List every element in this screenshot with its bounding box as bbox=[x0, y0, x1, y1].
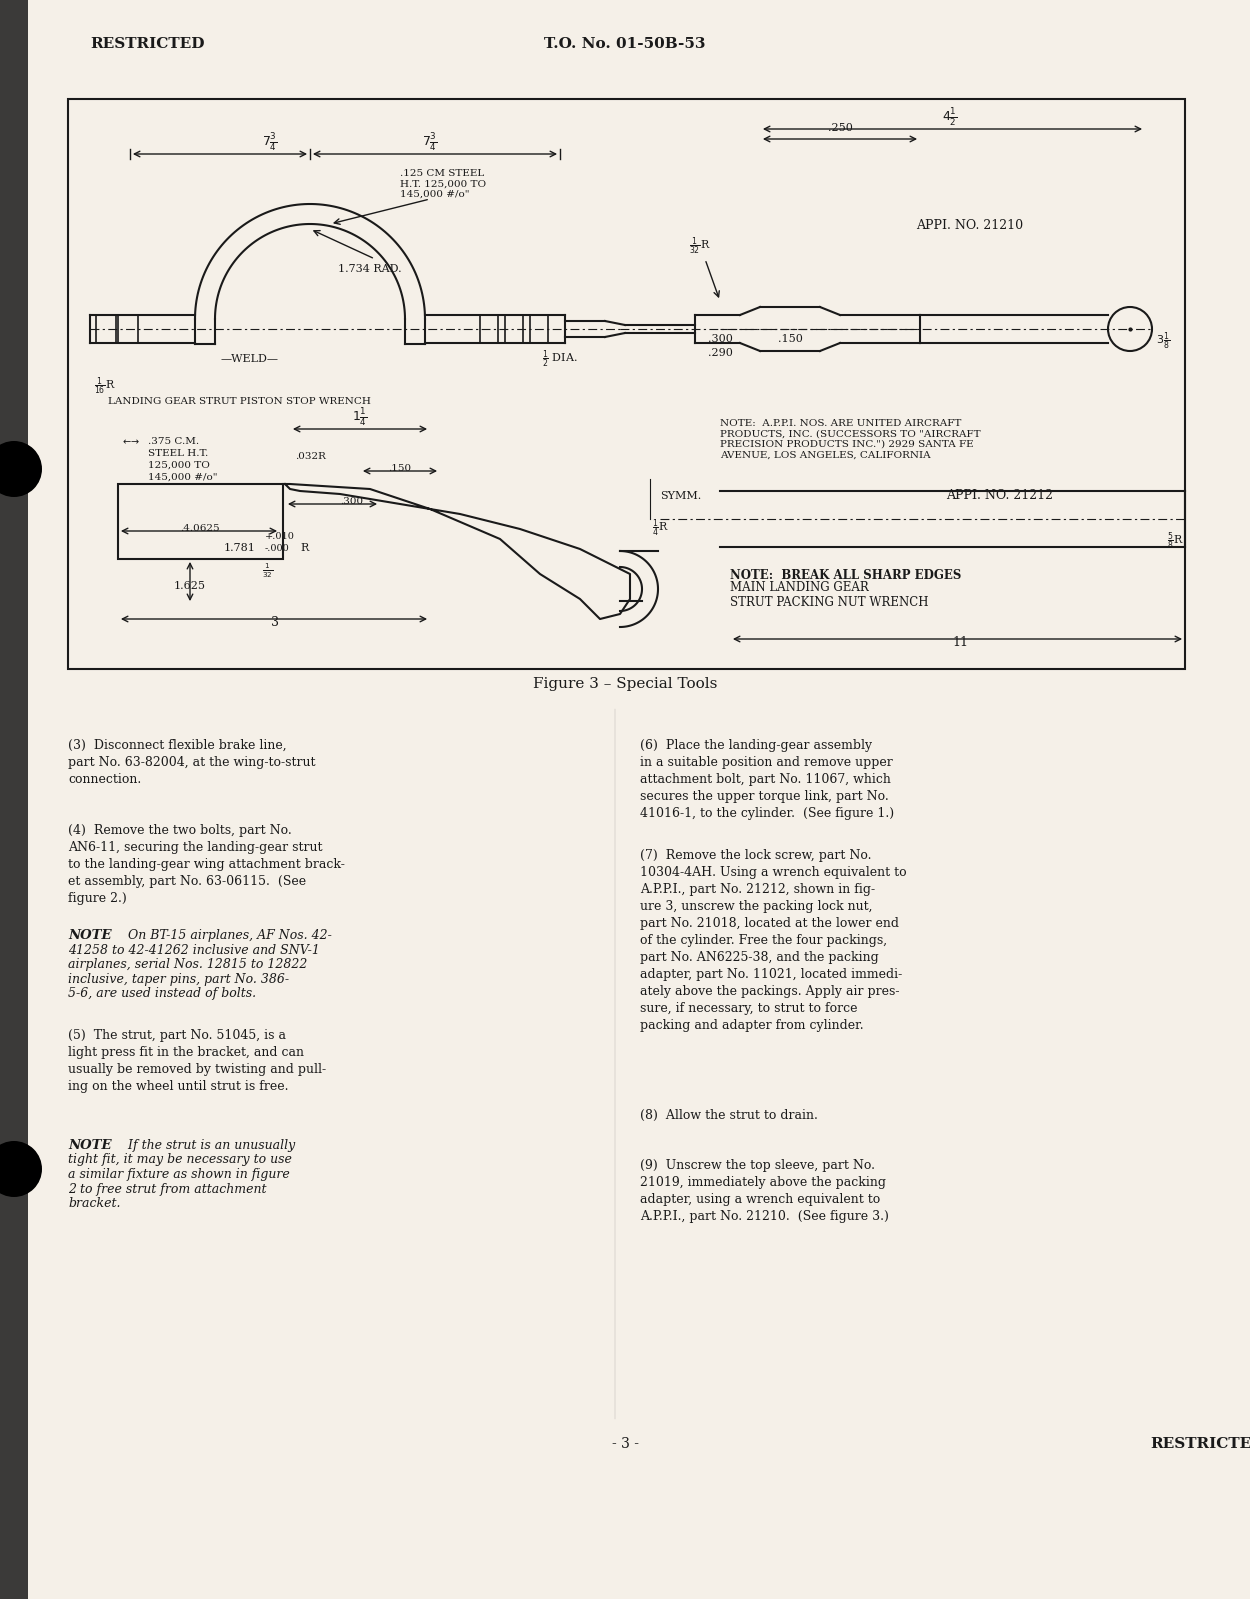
Text: NOTE: NOTE bbox=[68, 1138, 111, 1151]
Bar bbox=[530, 315, 548, 344]
Text: - 3 -: - 3 - bbox=[611, 1438, 639, 1450]
Text: .300: .300 bbox=[340, 497, 364, 505]
Circle shape bbox=[0, 1142, 42, 1198]
Text: APPI. NO. 21210: APPI. NO. 21210 bbox=[916, 219, 1024, 232]
Text: $\leftarrow\!\!\!\rightarrow$: $\leftarrow\!\!\!\rightarrow$ bbox=[120, 437, 140, 446]
Bar bbox=[118, 484, 282, 560]
Text: (7)  Remove the lock screw, part No.
10304-4AH. Using a wrench equivalent to
A.P: (7) Remove the lock screw, part No. 1030… bbox=[640, 849, 906, 1031]
Text: MAIN LANDING GEAR
STRUT PACKING NUT WRENCH: MAIN LANDING GEAR STRUT PACKING NUT WREN… bbox=[730, 580, 929, 609]
Text: T.O. No. 01-50B-53: T.O. No. 01-50B-53 bbox=[544, 37, 706, 51]
Text: .375 C.M.: .375 C.M. bbox=[148, 437, 199, 446]
Text: bracket.: bracket. bbox=[68, 1198, 120, 1210]
Text: 41258 to 42-41262 inclusive and SNV-1: 41258 to 42-41262 inclusive and SNV-1 bbox=[68, 943, 320, 956]
Text: (9)  Unscrew the top sleeve, part No.
21019, immediately above the packing
adapt: (9) Unscrew the top sleeve, part No. 210… bbox=[640, 1159, 889, 1223]
Text: On BT-15 airplanes, AF Nos. 42-: On BT-15 airplanes, AF Nos. 42- bbox=[116, 929, 332, 942]
Text: airplanes, serial Nos. 12815 to 12822: airplanes, serial Nos. 12815 to 12822 bbox=[68, 958, 308, 971]
Text: $\frac{1}{16}$R: $\frac{1}{16}$R bbox=[94, 376, 116, 397]
Text: 3: 3 bbox=[271, 616, 279, 628]
Text: -.000: -.000 bbox=[265, 544, 290, 553]
Bar bbox=[96, 315, 116, 344]
Text: (8)  Allow the strut to drain.: (8) Allow the strut to drain. bbox=[640, 1110, 818, 1122]
Text: LANDING GEAR STRUT PISTON STOP WRENCH: LANDING GEAR STRUT PISTON STOP WRENCH bbox=[107, 398, 371, 406]
Text: RESTRICTED: RESTRICTED bbox=[1150, 1438, 1250, 1450]
Text: $1\frac{1}{4}$: $1\frac{1}{4}$ bbox=[352, 406, 367, 429]
Text: If the strut is an unusually: If the strut is an unusually bbox=[116, 1138, 295, 1151]
Text: $\frac{1}{32}$R: $\frac{1}{32}$R bbox=[689, 235, 711, 256]
Text: .250: .250 bbox=[828, 123, 852, 133]
Text: .150: .150 bbox=[389, 464, 411, 473]
Text: (5)  The strut, part No. 51045, is a
light press fit in the bracket, and can
usu: (5) The strut, part No. 51045, is a ligh… bbox=[68, 1030, 326, 1094]
Text: $7\frac{3}{4}$: $7\frac{3}{4}$ bbox=[262, 131, 278, 154]
Text: (4)  Remove the two bolts, part No.
AN6-11, securing the landing-gear strut
to t: (4) Remove the two bolts, part No. AN6-1… bbox=[68, 823, 345, 905]
Text: $\frac{1}{32}$: $\frac{1}{32}$ bbox=[262, 561, 274, 580]
Text: +.010: +.010 bbox=[265, 532, 295, 540]
Text: inclusive, taper pins, part No. 386-: inclusive, taper pins, part No. 386- bbox=[68, 972, 289, 985]
Text: $\frac{5}{8}$R: $\frac{5}{8}$R bbox=[1166, 531, 1184, 552]
Text: 5-6, are used instead of bolts.: 5-6, are used instead of bolts. bbox=[68, 987, 256, 999]
Bar bbox=[505, 315, 522, 344]
Text: $\frac{1}{4}$R: $\frac{1}{4}$R bbox=[651, 516, 669, 539]
Text: .125 CM STEEL
H.T. 125,000 TO
145,000 #/o": .125 CM STEEL H.T. 125,000 TO 145,000 #/… bbox=[400, 169, 486, 198]
Bar bbox=[0, 0, 28, 1599]
Text: RESTRICTED: RESTRICTED bbox=[90, 37, 205, 51]
Text: NOTE:  A.P.P.I. NOS. ARE UNITED AIRCRAFT
PRODUCTS, INC. (SUCCESSORS TO "AIRCRAFT: NOTE: A.P.P.I. NOS. ARE UNITED AIRCRAFT … bbox=[720, 419, 981, 459]
Bar bbox=[118, 315, 138, 344]
Text: (3)  Disconnect flexible brake line,
part No. 63-82004, at the wing-to-strut
con: (3) Disconnect flexible brake line, part… bbox=[68, 739, 315, 787]
Text: 125,000 TO: 125,000 TO bbox=[148, 461, 210, 470]
Text: .032R: .032R bbox=[295, 453, 325, 461]
Text: .150: .150 bbox=[778, 334, 802, 344]
Text: $\frac{1}{2}$ DIA.: $\frac{1}{2}$ DIA. bbox=[542, 349, 578, 369]
Text: $7\frac{3}{4}$: $7\frac{3}{4}$ bbox=[422, 131, 437, 154]
Text: Figure 3 – Special Tools: Figure 3 – Special Tools bbox=[532, 676, 718, 691]
Text: $4\frac{1}{2}$: $4\frac{1}{2}$ bbox=[942, 107, 958, 128]
Text: 2 to free strut from attachment: 2 to free strut from attachment bbox=[68, 1183, 266, 1196]
Text: $3\frac{1}{8}$: $3\frac{1}{8}$ bbox=[1156, 329, 1170, 352]
Circle shape bbox=[0, 441, 42, 497]
Text: .290: .290 bbox=[707, 349, 732, 358]
Text: .4.0625: .4.0625 bbox=[180, 524, 220, 532]
Text: —WELD—: —WELD— bbox=[221, 353, 279, 365]
Bar bbox=[480, 315, 498, 344]
Text: 11: 11 bbox=[952, 636, 968, 649]
Text: (6)  Place the landing-gear assembly
in a suitable position and remove upper
att: (6) Place the landing-gear assembly in a… bbox=[640, 739, 894, 820]
Text: 145,000 #/o": 145,000 #/o" bbox=[148, 473, 218, 481]
Text: APPI. NO. 21212: APPI. NO. 21212 bbox=[946, 489, 1054, 502]
Text: R: R bbox=[300, 544, 309, 553]
Text: .300: .300 bbox=[707, 334, 732, 344]
Text: STEEL H.T.: STEEL H.T. bbox=[148, 449, 209, 457]
Text: a similar fixture as shown in figure: a similar fixture as shown in figure bbox=[68, 1167, 290, 1182]
Text: 1.781: 1.781 bbox=[224, 544, 256, 553]
Bar bbox=[68, 99, 1185, 668]
Text: tight fit, it may be necessary to use: tight fit, it may be necessary to use bbox=[68, 1153, 292, 1167]
Text: NOTE: NOTE bbox=[68, 929, 111, 942]
Text: SYMM.: SYMM. bbox=[660, 491, 701, 500]
Text: NOTE:  BREAK ALL SHARP EDGES: NOTE: BREAK ALL SHARP EDGES bbox=[730, 569, 961, 582]
Text: 1.734 RAD.: 1.734 RAD. bbox=[339, 264, 401, 273]
Text: 1.625: 1.625 bbox=[174, 580, 206, 592]
